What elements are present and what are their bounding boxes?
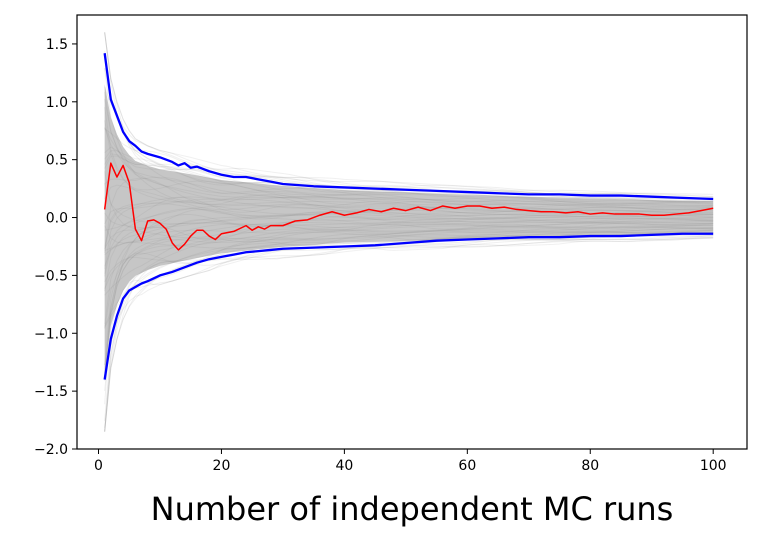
y-tick-label: 0.0 (46, 211, 68, 227)
plot-frame (76, 14, 748, 450)
x-tick-label: 20 (213, 458, 231, 474)
ensemble-trace (104, 50, 714, 200)
x-tick-label: 100 (700, 458, 727, 474)
ensemble-trace (104, 232, 714, 432)
y-tick-label: −1.5 (34, 384, 68, 400)
ensemble-trace (104, 226, 714, 381)
mean-line (103, 162, 714, 251)
ensemble-trace (104, 229, 714, 283)
ensemble-trace (104, 222, 714, 405)
ensemble-trace (104, 177, 714, 254)
ensemble-trace (104, 150, 714, 203)
ensemble-trace (104, 208, 714, 277)
ensemble-trace (104, 227, 714, 421)
x-tick-label: 80 (581, 458, 599, 474)
ensemble-trace (104, 92, 714, 208)
y-tick-label: 1.0 (46, 95, 68, 111)
y-tick-label: 0.5 (46, 153, 68, 169)
ensemble-trace (104, 98, 714, 209)
ensemble-trace (104, 235, 714, 432)
ensemble-trace (104, 223, 714, 325)
x-axis-label: Number of independent MC runs (151, 490, 674, 528)
ensemble-trace (104, 237, 714, 391)
x-tick-label: 60 (458, 458, 476, 474)
ensemble-trace (104, 237, 714, 365)
ensemble-trace (104, 68, 714, 210)
ensemble-trace (104, 220, 714, 292)
ensemble-trace (104, 212, 714, 229)
ensemble-trace (104, 221, 714, 256)
ensemble-trace (104, 226, 714, 296)
y-tick-label: −0.5 (34, 268, 68, 284)
ensemble-trace (104, 224, 714, 289)
ensemble-trace (104, 171, 714, 230)
ensemble-trace (104, 229, 714, 379)
ensemble-trace (104, 196, 714, 250)
ensemble-trace (104, 196, 714, 231)
ensemble-trace (104, 225, 714, 251)
ensemble-trace (104, 214, 714, 366)
ensemble-trace (104, 32, 714, 205)
ensemble-trace (104, 155, 714, 204)
ensemble-trace (104, 120, 714, 205)
ensemble-trace (104, 202, 714, 247)
ensemble-trace (104, 153, 714, 203)
x-tick-label: 0 (94, 458, 103, 474)
ensemble-trace (104, 67, 714, 202)
series-lines (103, 53, 714, 380)
y-tick-label: −2.0 (34, 442, 68, 458)
ensemble-trace (104, 183, 714, 225)
ensemble-trace (104, 32, 714, 198)
ensemble-trace (104, 221, 714, 329)
ensemble-trace (104, 107, 714, 211)
ensemble-trace (104, 176, 714, 207)
ensemble-trace (104, 198, 714, 225)
y-tick-label: −1.0 (34, 326, 68, 342)
ensemble-trace (104, 237, 714, 432)
ensemble-trace (104, 216, 714, 267)
ensemble-trace (104, 228, 714, 377)
upper-band-line (103, 53, 714, 201)
lower-band-line (103, 232, 714, 380)
ensemble-trace (104, 32, 714, 197)
ensemble-trace (104, 218, 714, 244)
ensemble-trace (104, 226, 714, 374)
ensemble-trace (104, 236, 714, 328)
ensemble-core (104, 84, 714, 372)
y-tick-label: 1.5 (46, 37, 68, 53)
x-tick-label: 40 (335, 458, 353, 474)
y-axis-ticks: −2.0 −1.5 −1.0 −0.5 0.0 0.5 1.0 1.5 (34, 37, 77, 458)
x-axis-ticks: 0 20 40 60 80 100 (94, 449, 727, 474)
ensemble-trace (104, 32, 714, 195)
ensemble-trace (104, 127, 714, 206)
ensemble-traces (104, 32, 714, 432)
ensemble-trace (104, 222, 714, 249)
